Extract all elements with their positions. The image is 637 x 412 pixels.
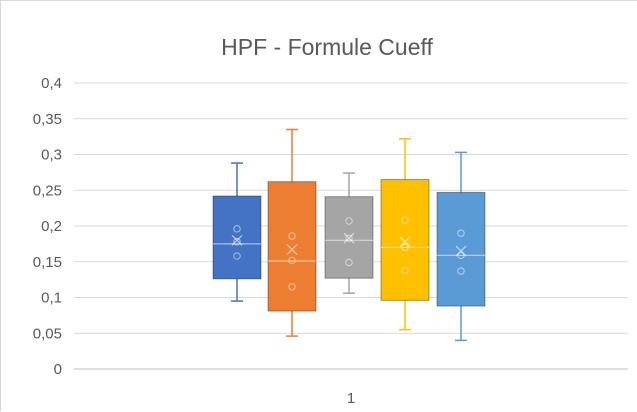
data-point bbox=[457, 251, 465, 260]
data-point bbox=[457, 267, 465, 275]
data-point bbox=[401, 216, 409, 224]
box bbox=[436, 191, 486, 307]
data-point bbox=[401, 243, 409, 252]
data-point bbox=[233, 225, 241, 233]
data-point bbox=[457, 229, 465, 237]
mean-marker bbox=[343, 232, 355, 244]
data-point bbox=[345, 258, 353, 267]
data-point bbox=[288, 232, 296, 240]
box-series-2 bbox=[267, 128, 317, 337]
mean-marker bbox=[231, 234, 243, 246]
mean-marker bbox=[286, 244, 298, 256]
mean-marker bbox=[399, 236, 411, 248]
y-tick-label: 0,15 bbox=[33, 254, 62, 271]
y-tick-label: 0,2 bbox=[41, 218, 62, 235]
y-tick-label: 0,05 bbox=[33, 325, 62, 342]
y-axis: 0 0,05 0,1 0,15 0,2 0,25 0,3 0,35 0,4 bbox=[33, 75, 62, 378]
y-tick-label: 0,1 bbox=[41, 290, 62, 307]
data-point bbox=[345, 234, 353, 242]
data-point bbox=[401, 266, 409, 275]
box-series-3 bbox=[324, 172, 374, 294]
data-point bbox=[233, 238, 241, 246]
box-series-5 bbox=[436, 151, 486, 342]
box bbox=[212, 195, 262, 280]
box-series bbox=[212, 128, 486, 342]
y-tick-label: 0 bbox=[54, 361, 62, 378]
box bbox=[380, 179, 430, 301]
data-point bbox=[288, 283, 296, 291]
box-series-1 bbox=[212, 162, 262, 302]
data-point bbox=[288, 256, 296, 265]
y-tick-label: 0,4 bbox=[41, 75, 62, 92]
chart-title: HPF - Formule Cueff bbox=[221, 34, 433, 60]
x-tick-label: 1 bbox=[347, 390, 355, 407]
y-tick-label: 0,35 bbox=[33, 111, 62, 128]
box bbox=[267, 181, 317, 312]
x-axis: 1 bbox=[347, 390, 355, 407]
box-series-4 bbox=[380, 138, 430, 331]
mean-marker bbox=[455, 245, 467, 257]
data-point bbox=[345, 217, 353, 225]
data-point bbox=[233, 252, 241, 260]
y-tick-label: 0,25 bbox=[33, 182, 62, 199]
y-tick-label: 0,3 bbox=[41, 147, 62, 164]
